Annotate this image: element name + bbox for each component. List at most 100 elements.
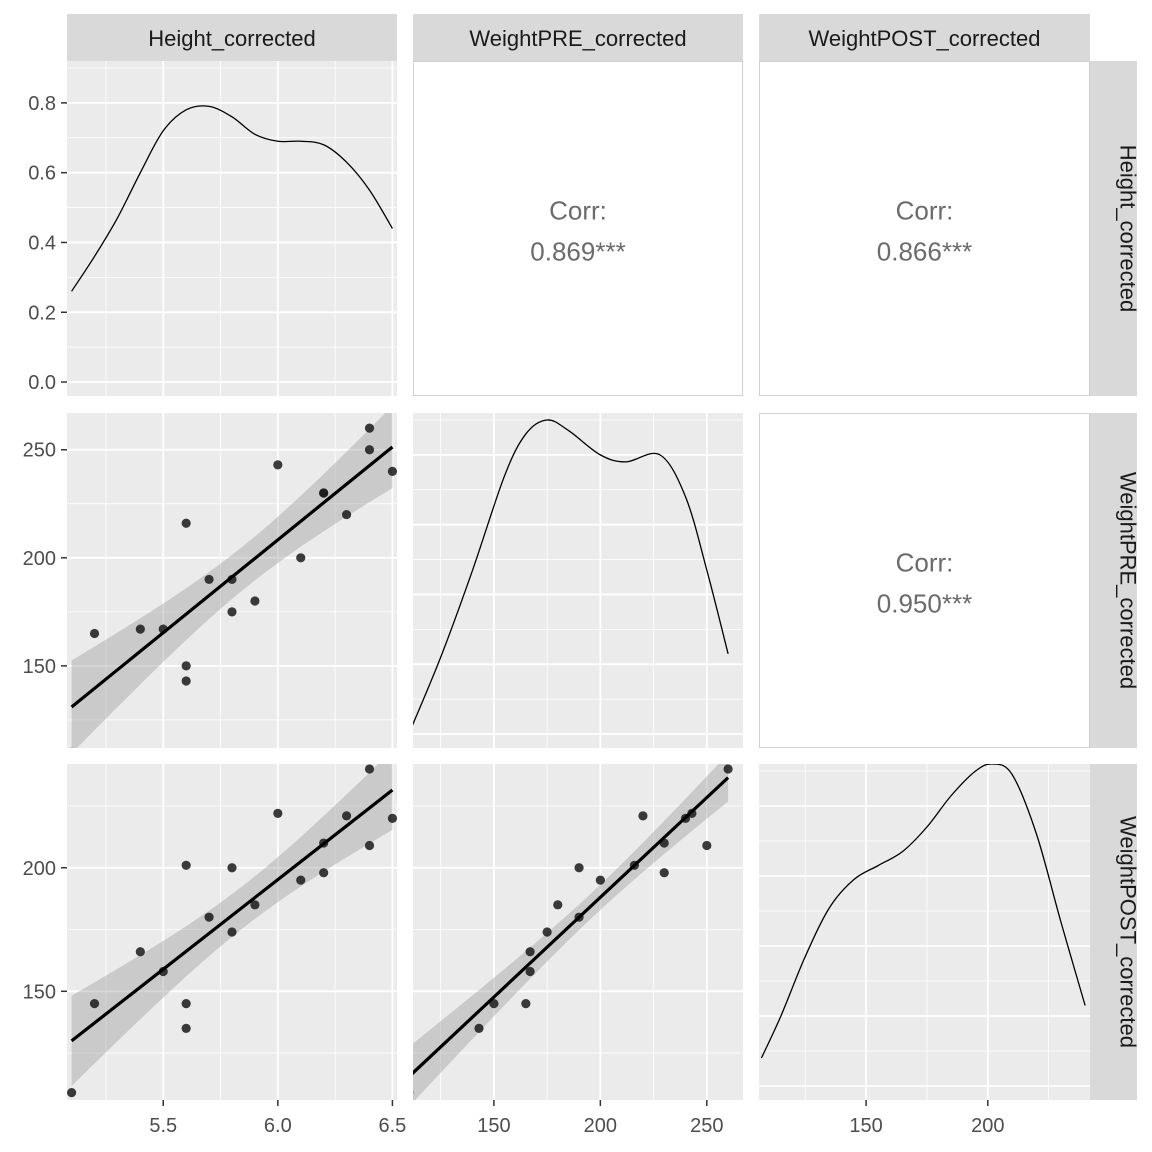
x-tick-label: 6.5 xyxy=(379,1115,407,1137)
data-point xyxy=(296,553,306,563)
grid-lines xyxy=(759,764,1090,1100)
data-point xyxy=(250,900,260,910)
panel-1-2: Corr: 0.950*** xyxy=(759,413,1090,748)
panel-2-2 xyxy=(759,764,1090,1100)
data-point xyxy=(67,1087,77,1098)
corr-label: Corr: xyxy=(896,548,954,578)
data-point xyxy=(723,764,733,774)
data-point xyxy=(181,661,191,671)
data-point xyxy=(204,912,214,922)
panel-background xyxy=(67,61,397,396)
x-tick-label: 250 xyxy=(690,1115,723,1137)
data-point xyxy=(70,747,74,748)
strip-right-label: WeightPRE_corrected xyxy=(1116,472,1141,689)
data-point xyxy=(595,875,605,885)
data-point xyxy=(542,927,552,937)
y-tick-label: 150 xyxy=(23,656,56,678)
data-point xyxy=(364,840,375,851)
data-point xyxy=(135,947,145,957)
y-axis-1: 150 200 250 xyxy=(23,440,67,678)
data-point xyxy=(341,509,352,520)
data-point xyxy=(204,574,214,585)
data-point xyxy=(89,999,100,1009)
strip-top-label: WeightPRE_corrected xyxy=(469,26,686,51)
data-point xyxy=(525,947,535,957)
y-tick-label: 200 xyxy=(23,858,56,880)
data-point xyxy=(521,999,531,1009)
data-point xyxy=(525,966,535,977)
x-tick-label: 200 xyxy=(584,1115,617,1137)
data-point xyxy=(413,1090,414,1095)
corr-panel-background xyxy=(759,61,1090,396)
y-tick-label: 0.8 xyxy=(28,93,56,115)
strip-right-1: WeightPRE_corrected xyxy=(1090,413,1141,748)
x-tick-label: 5.5 xyxy=(149,1115,177,1137)
data-point xyxy=(387,466,397,476)
regression-line xyxy=(70,788,394,1043)
data-point xyxy=(319,868,329,878)
strip-top-2: WeightPOST_corrected xyxy=(759,14,1090,61)
panel-2-1 xyxy=(413,764,743,1100)
panel-1-1 xyxy=(413,413,743,748)
data-point xyxy=(341,811,352,821)
panel-background xyxy=(413,413,743,748)
confidence-band xyxy=(413,764,729,1100)
data-point xyxy=(181,676,191,686)
x-tick-label: 150 xyxy=(477,1115,510,1137)
strip-top-0: Height_corrected xyxy=(67,14,397,61)
data-point xyxy=(574,863,584,873)
data-point xyxy=(181,518,191,528)
y-tick-label: 200 xyxy=(23,548,56,570)
panel-2-0 xyxy=(67,764,397,1100)
y-tick-label: 0.2 xyxy=(28,302,56,324)
data-point xyxy=(227,863,237,873)
grid-lines xyxy=(413,413,743,748)
data-point xyxy=(659,868,669,878)
data-point xyxy=(181,999,191,1009)
regression-line xyxy=(413,776,730,1076)
x-axis-0: 5.5 6.0 6.5 xyxy=(149,1100,406,1137)
panel-background xyxy=(759,764,1090,1100)
x-tick-label: 150 xyxy=(849,1115,882,1137)
corr-panel-background xyxy=(759,413,1090,748)
y-axis-2: 150 200 xyxy=(23,858,67,1003)
y-tick-label: 150 xyxy=(23,981,56,1003)
x-axis-2: 150 200 xyxy=(849,1100,1004,1137)
strip-top-1: WeightPRE_corrected xyxy=(413,14,743,61)
y-tick-label: 250 xyxy=(23,440,56,462)
confidence-band xyxy=(71,764,393,1087)
panel-0-2: Corr: 0.866*** xyxy=(759,61,1090,396)
data-point xyxy=(364,764,375,774)
strip-right-label: WeightPOST_corrected xyxy=(1116,816,1141,1048)
panel-0-0 xyxy=(67,61,397,396)
corr-label: Corr: xyxy=(896,196,954,226)
data-point xyxy=(250,596,260,606)
data-point xyxy=(135,624,145,634)
strip-right-2: WeightPOST_corrected xyxy=(1090,764,1141,1100)
panel-1-0 xyxy=(67,413,397,748)
data-point xyxy=(273,460,283,470)
strip-top-label: Height_corrected xyxy=(148,26,316,51)
x-tick-label: 6.0 xyxy=(264,1115,292,1137)
data-point xyxy=(227,607,237,617)
data-point xyxy=(181,860,191,870)
data-point xyxy=(296,875,306,885)
x-tick-label: 200 xyxy=(971,1115,1004,1137)
corr-label: Corr: xyxy=(549,196,607,226)
corr-value: 0.950*** xyxy=(877,589,972,619)
data-point xyxy=(181,1023,191,1033)
data-point xyxy=(638,811,648,821)
data-point xyxy=(364,445,375,455)
panel-0-1: Corr: 0.869*** xyxy=(413,61,743,396)
y-tick-label: 0.4 xyxy=(28,232,56,254)
y-axis-0: 0.0 0.2 0.4 0.6 0.8 xyxy=(28,93,67,394)
density-curve-WeightPOST_corrected xyxy=(760,764,1086,1059)
strip-top-label: WeightPOST_corrected xyxy=(809,26,1041,51)
regression-line xyxy=(70,445,394,709)
data-point xyxy=(89,628,100,639)
data-point xyxy=(364,423,375,433)
density-curve-WeightPRE_corrected xyxy=(413,419,729,726)
corr-value: 0.866*** xyxy=(877,237,972,267)
grid-lines xyxy=(67,61,397,396)
corr-value: 0.869*** xyxy=(530,237,625,267)
